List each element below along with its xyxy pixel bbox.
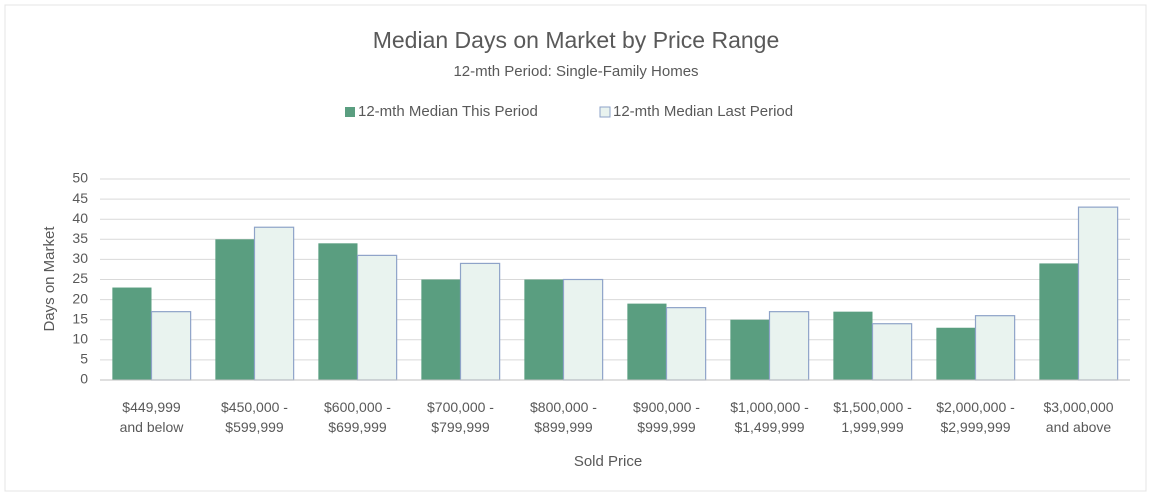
y-tick-label: 15 [72, 310, 88, 326]
x-tick-label: $1,500,000 -1,999,999 [833, 399, 912, 435]
y-tick-label: 30 [72, 250, 88, 266]
bar [871, 323, 913, 381]
x-tick-label: $900,000 -$999,999 [633, 399, 700, 435]
legend-swatch [345, 107, 355, 117]
x-tick-label: $3,000,000 and above [1043, 399, 1113, 435]
y-tick-label: 25 [72, 270, 88, 286]
y-tick-label: 45 [72, 190, 88, 206]
x-tick-label: $800,000 -$899,999 [530, 399, 597, 435]
bar [730, 319, 770, 380]
bar [833, 311, 873, 380]
bar [627, 303, 667, 380]
bar [974, 315, 1016, 381]
bar [150, 311, 192, 381]
bar [459, 262, 501, 381]
bar [318, 243, 358, 380]
bar [665, 307, 707, 381]
y-tick-label: 35 [72, 230, 88, 246]
bar [562, 278, 604, 381]
chart-subtitle: 12-mth Period: Single-Family Homes [453, 63, 698, 80]
x-axis-label: Sold Price [574, 453, 642, 470]
y-tick-label: 10 [72, 331, 88, 347]
bar [356, 254, 398, 381]
bar [768, 311, 810, 381]
x-tick-label: $2,000,000 -$2,999,999 [936, 399, 1015, 435]
chart-border [4, 4, 1147, 492]
y-tick-label: 5 [80, 351, 88, 367]
x-tick-label: $1,000,000 -$1,499,999 [730, 399, 809, 435]
x-tick-label: $450,000 -$599,999 [221, 399, 288, 435]
legend-swatch [599, 106, 611, 118]
y-tick-label: 0 [80, 371, 88, 387]
bar [524, 279, 564, 380]
x-tick-label: $600,000 -$699,999 [324, 399, 391, 435]
y-tick-label: 20 [72, 290, 88, 306]
bar [421, 279, 461, 380]
bar [215, 239, 255, 380]
y-axis-label: Days on Market [41, 226, 58, 332]
x-tick-label: $449,999 and below [120, 399, 185, 435]
x-tick-label: $700,000 -$799,999 [427, 399, 494, 435]
bar [112, 287, 152, 380]
y-tick-label: 40 [72, 210, 88, 226]
chart-title: Median Days on Market by Price Range [373, 27, 780, 53]
bar [253, 226, 295, 381]
y-tick-label: 50 [72, 170, 88, 186]
bar [1039, 263, 1079, 380]
bar [1077, 206, 1119, 381]
legend-label: 12-mth Median This Period [358, 103, 538, 120]
bar [936, 327, 976, 380]
legend-label: 12-mth Median Last Period [613, 103, 793, 120]
